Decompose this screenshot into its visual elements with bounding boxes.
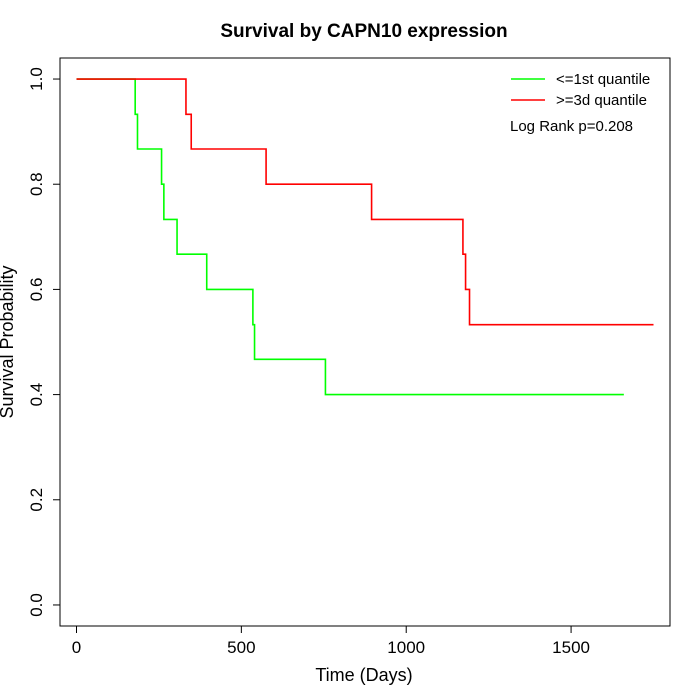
y-axis: 0.0 0.2 0.4 0.6 0.8 1.0	[27, 67, 60, 617]
y-tick-label: 0.6	[27, 278, 46, 302]
x-tick-label: 500	[227, 638, 255, 657]
x-tick-label: 0	[72, 638, 81, 657]
series-line-1	[76, 78, 624, 396]
x-tick-label: 1500	[552, 638, 590, 657]
chart-title: Survival by CAPN10 expression	[220, 21, 507, 42]
legend-label: <=1st quantile	[556, 71, 650, 88]
plot-frame	[59, 57, 671, 627]
y-tick-label: 1.0	[27, 67, 46, 91]
y-tick-label: 0.2	[27, 488, 46, 512]
series-line-2	[76, 78, 654, 326]
legend: <=1st quantile >=3d quantile	[511, 71, 650, 109]
y-tick-label: 0.4	[27, 383, 46, 407]
x-tick-label: 1000	[387, 638, 425, 657]
x-axis: 0 500 1000 1500	[72, 626, 590, 657]
y-tick-label: 0.8	[27, 172, 46, 196]
x-axis-label: Time (Days)	[315, 665, 412, 685]
y-tick-label: 0.0	[27, 593, 46, 617]
y-axis-label: Survival Probability	[0, 265, 17, 418]
log-rank-annotation: Log Rank p=0.208	[510, 118, 633, 135]
legend-label: >=3d quantile	[556, 92, 647, 109]
series-layer	[76, 78, 654, 396]
